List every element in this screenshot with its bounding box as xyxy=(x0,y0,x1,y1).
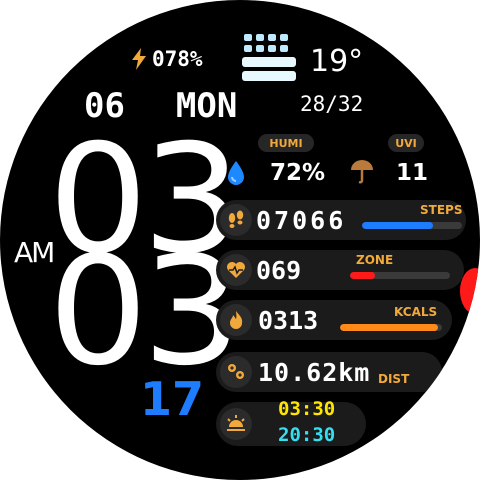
weather-grid-icon xyxy=(240,30,298,86)
heart-rate-row[interactable]: 069 ZONE xyxy=(216,250,464,290)
heart-rate-value: 069 xyxy=(256,256,302,285)
lightning-icon xyxy=(132,48,146,70)
ampm-indicator: AM xyxy=(14,236,55,269)
date-number: 17 xyxy=(140,372,205,426)
humidity-label: HUMI xyxy=(258,134,314,152)
steps-row[interactable]: 07066 STEPS xyxy=(216,200,466,240)
temperature-value: 19° xyxy=(310,44,364,79)
calories-value: 0313 xyxy=(258,306,319,335)
date-display: 06 MON xyxy=(84,86,237,126)
calories-row[interactable]: 0313 KCALS xyxy=(216,300,452,340)
location-pins-icon xyxy=(220,356,252,388)
flame-icon xyxy=(220,304,252,336)
sunrise-sunset-row[interactable] xyxy=(216,402,366,446)
sunrise-time: 03:30 xyxy=(278,398,336,420)
distance-row[interactable]: 10.62km DIST xyxy=(216,352,442,392)
heart-zone-label: ZONE xyxy=(356,253,394,267)
distance-label: DIST xyxy=(378,372,410,386)
steps-label: STEPS xyxy=(420,203,463,217)
umbrella-icon xyxy=(351,160,373,184)
sunset-time: 20:30 xyxy=(278,424,336,446)
footsteps-icon xyxy=(220,204,252,236)
humidity-value: 72% xyxy=(270,160,326,186)
minute-display: 03 xyxy=(48,225,242,399)
heart-icon xyxy=(220,254,252,286)
uvi-value: 11 xyxy=(396,160,429,186)
heart-zone-bar xyxy=(350,272,450,279)
steps-value: 07066 xyxy=(256,206,347,235)
steps-progress-bar xyxy=(362,222,462,229)
status-indicator xyxy=(460,268,480,314)
hour-display: 03 xyxy=(48,113,242,287)
battery-indicator: 078% xyxy=(130,44,220,74)
sunrise-icon xyxy=(220,408,252,440)
date-weekday: MON xyxy=(175,86,238,126)
distance-value: 10.62km xyxy=(258,358,371,387)
water-drop-icon xyxy=(228,161,244,185)
calories-progress-bar xyxy=(340,324,442,331)
calories-label: KCALS xyxy=(394,305,438,319)
battery-percent: 078% xyxy=(152,47,203,71)
moon-phase-value: 28/32 xyxy=(300,92,364,116)
uvi-label: UVI xyxy=(388,134,424,152)
date-day: 06 xyxy=(84,86,125,126)
